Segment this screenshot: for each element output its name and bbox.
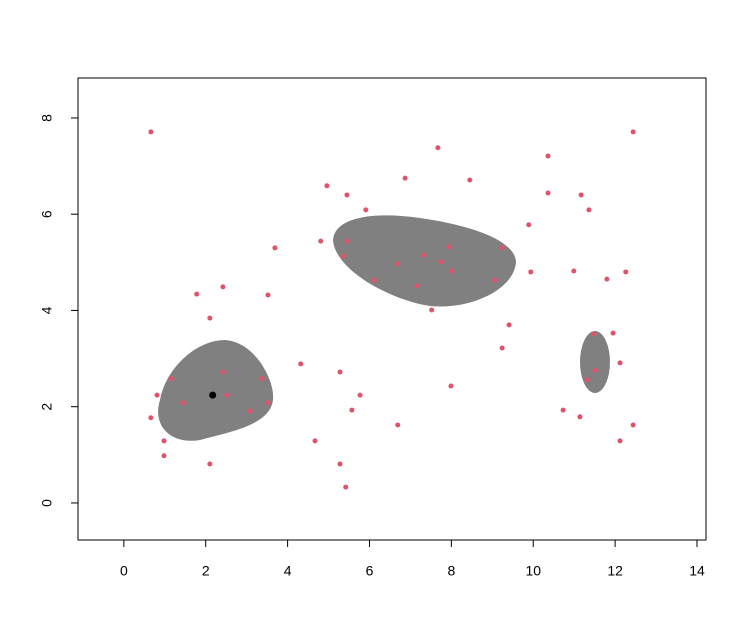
point: [630, 422, 636, 428]
x-tick-label: 6: [366, 563, 374, 579]
y-tick-label: 4: [39, 306, 55, 314]
point: [617, 360, 623, 366]
point: [506, 322, 512, 328]
y-tick-label: 0: [39, 499, 55, 507]
region: [333, 215, 516, 307]
region: [158, 340, 274, 441]
point: [371, 277, 377, 283]
point: [363, 207, 369, 213]
point: [610, 330, 616, 336]
point: [343, 484, 349, 490]
point: [446, 244, 452, 250]
point: [467, 177, 473, 183]
point: [499, 245, 505, 251]
point: [247, 408, 253, 414]
x-tick-label: 10: [525, 563, 541, 579]
point: [357, 392, 363, 398]
x-tick-label: 12: [607, 563, 623, 579]
point: [591, 331, 597, 337]
x-tick-label: 14: [689, 563, 705, 579]
point: [148, 415, 154, 421]
point: [161, 438, 167, 444]
point: [207, 461, 213, 467]
point: [420, 252, 426, 258]
point: [577, 414, 583, 420]
point: [578, 192, 584, 198]
point: [448, 383, 454, 389]
point: [617, 438, 623, 444]
point: [571, 268, 577, 274]
point: [194, 291, 200, 297]
point: [337, 369, 343, 375]
point: [586, 207, 592, 213]
point: [395, 261, 401, 267]
point: [168, 376, 174, 382]
point: [324, 183, 330, 189]
point: [545, 190, 551, 196]
point: [414, 283, 420, 289]
point: [265, 292, 271, 298]
point: [220, 369, 226, 375]
point: [349, 407, 355, 413]
point: [207, 315, 213, 321]
point: [272, 245, 278, 251]
point: [180, 400, 186, 406]
point: [161, 453, 167, 459]
point: [337, 461, 343, 467]
point: [154, 392, 160, 398]
point: [318, 238, 324, 244]
point: [560, 407, 566, 413]
point: [259, 376, 265, 382]
density-regions: [158, 215, 610, 441]
point: [545, 153, 551, 159]
x-tick-label: 0: [120, 563, 128, 579]
x-tick-label: 4: [284, 563, 292, 579]
y-tick-label: 6: [39, 210, 55, 218]
point: [526, 222, 532, 228]
region: [580, 331, 610, 393]
point: [209, 391, 217, 399]
y-tick-label: 2: [39, 403, 55, 411]
point: [344, 238, 350, 244]
x-tick-label: 2: [202, 563, 210, 579]
point: [402, 175, 408, 181]
point: [528, 269, 534, 275]
point: [499, 345, 505, 351]
point: [344, 192, 350, 198]
point: [604, 276, 610, 282]
y-tick-label: 8: [39, 114, 55, 122]
point: [340, 253, 346, 259]
point: [492, 277, 498, 283]
point: [592, 367, 598, 373]
plot-frame: [77, 77, 707, 541]
point: [312, 438, 318, 444]
point: [395, 422, 401, 428]
point: [148, 129, 154, 135]
point: [438, 259, 444, 265]
point: [298, 361, 304, 367]
point: [449, 268, 455, 274]
point: [435, 145, 441, 151]
point: [623, 269, 629, 275]
point: [224, 392, 230, 398]
point: [220, 284, 226, 290]
point: [265, 400, 271, 406]
point: [429, 307, 435, 313]
point: [584, 377, 590, 383]
x-tick-label: 8: [447, 563, 455, 579]
point: [630, 129, 636, 135]
